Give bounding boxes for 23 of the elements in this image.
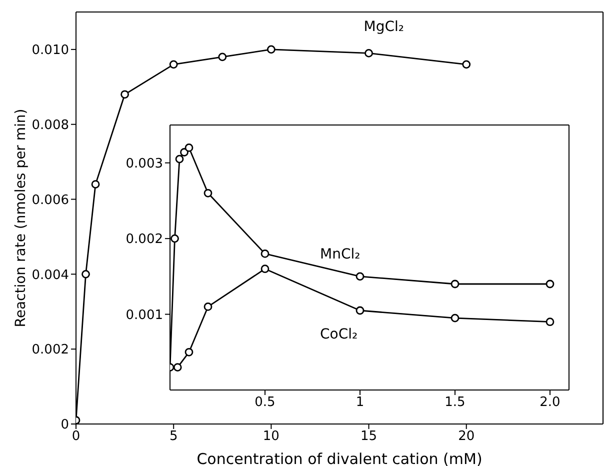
y-tick-label: 0: [60, 418, 69, 433]
x-tick-label: 2.0: [540, 395, 560, 410]
series-label: CoCl₂: [320, 326, 358, 342]
x-tick-label: 0: [72, 429, 80, 444]
x-tick-label: 1.5: [444, 395, 466, 410]
y-tick-label: 0.002: [126, 232, 163, 248]
x-axis-title: Concentration of divalent cation (mM): [196, 450, 482, 466]
y-tick-label: 0.006: [32, 192, 69, 208]
y-tick-label: 0.010: [32, 43, 69, 58]
series-label: MnCl₂: [320, 246, 360, 262]
y-tick-label: 0.004: [32, 268, 69, 283]
x-tick-label: 5: [169, 429, 178, 444]
x-tick-label: 10: [262, 429, 280, 444]
x-tick-label: 0.5: [254, 395, 276, 410]
x-tick-label: 1: [356, 395, 364, 410]
y-tick-label: 0.002: [32, 342, 69, 358]
series-label: MgCl₂: [364, 19, 404, 36]
x-tick-label: 15: [360, 429, 378, 444]
x-tick-label: 20: [458, 429, 475, 444]
y-tick-label: 0.008: [32, 118, 69, 133]
y-tick-label: 0.003: [126, 156, 163, 172]
y-axis-title: Reaction rate (nmoles per min): [12, 108, 29, 328]
y-tick-label: 0.001: [126, 308, 163, 323]
